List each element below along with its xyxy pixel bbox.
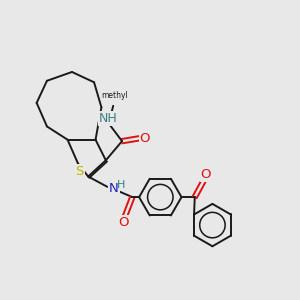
Text: O: O bbox=[140, 132, 150, 145]
Text: S: S bbox=[75, 165, 83, 178]
Text: methyl: methyl bbox=[101, 91, 128, 100]
Text: NH: NH bbox=[99, 112, 118, 125]
Text: N: N bbox=[109, 182, 118, 195]
Text: O: O bbox=[118, 216, 129, 229]
Text: O: O bbox=[201, 168, 211, 181]
Text: H: H bbox=[117, 180, 125, 190]
